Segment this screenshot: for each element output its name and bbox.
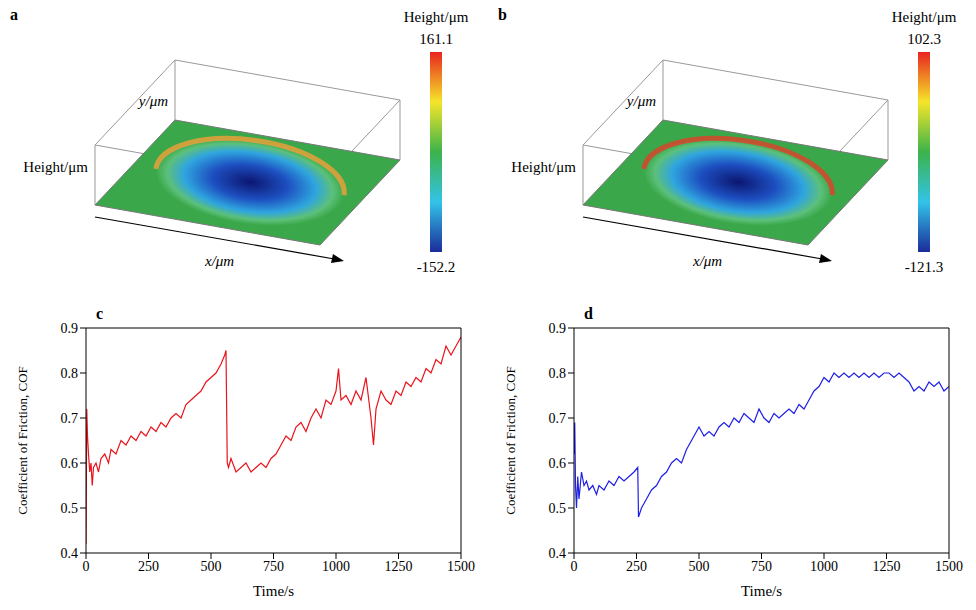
svg-text:750: 750 xyxy=(751,559,772,574)
svg-text:0.4: 0.4 xyxy=(549,546,567,561)
svg-text:250: 250 xyxy=(626,559,647,574)
svg-text:0.8: 0.8 xyxy=(61,366,79,381)
svg-text:0.4: 0.4 xyxy=(61,546,79,561)
svg-text:1250: 1250 xyxy=(385,559,413,574)
svg-text:0.7: 0.7 xyxy=(61,411,79,426)
svg-text:-121.3: -121.3 xyxy=(905,259,944,275)
svg-text:500: 500 xyxy=(201,559,222,574)
svg-text:b: b xyxy=(498,6,507,23)
svg-text:x/μm: x/μm xyxy=(692,253,722,269)
svg-text:750: 750 xyxy=(263,559,284,574)
svg-text:Time/s: Time/s xyxy=(741,583,782,599)
svg-text:0: 0 xyxy=(571,559,578,574)
svg-text:Height/μm: Height/μm xyxy=(404,9,469,25)
svg-text:1250: 1250 xyxy=(873,559,901,574)
svg-text:Coefficient of Friction, COF: Coefficient of Friction, COF xyxy=(503,366,518,515)
svg-text:1000: 1000 xyxy=(810,559,838,574)
svg-text:1500: 1500 xyxy=(935,559,963,574)
svg-text:0.6: 0.6 xyxy=(61,456,79,471)
svg-text:0.6: 0.6 xyxy=(549,456,567,471)
svg-text:161.1: 161.1 xyxy=(419,31,453,47)
svg-text:0.8: 0.8 xyxy=(549,366,567,381)
svg-text:0.5: 0.5 xyxy=(61,501,79,516)
svg-text:1500: 1500 xyxy=(447,559,475,574)
html-text:c: c xyxy=(96,305,104,322)
svg-text:Height/μm: Height/μm xyxy=(23,159,88,175)
svg-text:Coefficient of Friction, COF: Coefficient of Friction, COF xyxy=(15,366,30,515)
svg-text:y/μm: y/μm xyxy=(625,93,656,109)
svg-text:y/μm: y/μm xyxy=(137,93,168,109)
svg-text:Time/s: Time/s xyxy=(253,583,294,599)
svg-text:Height/μm: Height/μm xyxy=(892,9,957,25)
svg-text:-152.2: -152.2 xyxy=(417,259,456,275)
svg-text:250: 250 xyxy=(138,559,159,574)
svg-text:0.7: 0.7 xyxy=(549,411,567,426)
svg-text:0.5: 0.5 xyxy=(549,501,567,516)
html-text:d: d xyxy=(584,305,593,322)
svg-text:0.9: 0.9 xyxy=(61,321,79,336)
svg-text:500: 500 xyxy=(689,559,710,574)
svg-text:0.9: 0.9 xyxy=(549,321,567,336)
svg-text:0: 0 xyxy=(83,559,90,574)
svg-text:Height/μm: Height/μm xyxy=(511,159,576,175)
svg-text:1000: 1000 xyxy=(322,559,350,574)
svg-text:102.3: 102.3 xyxy=(907,31,941,47)
svg-text:x/μm: x/μm xyxy=(204,253,234,269)
svg-text:a: a xyxy=(10,6,18,23)
